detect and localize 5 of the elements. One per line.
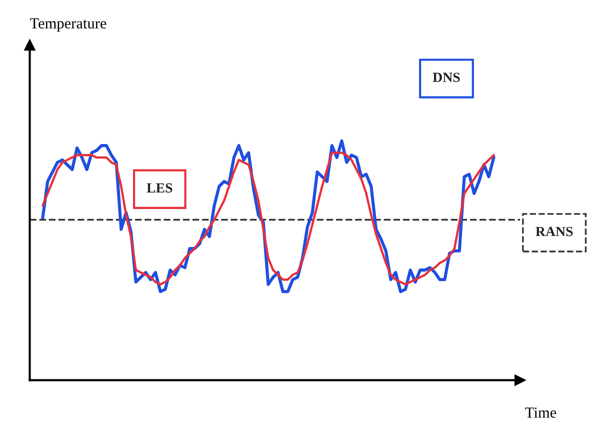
x-axis-title: Time: [525, 407, 556, 418]
text: Temperature: [30, 18, 106, 32]
text: DNS: [432, 72, 460, 82]
ref-line-label: RANS: [536, 226, 573, 236]
series-label: LES: [146, 183, 172, 193]
